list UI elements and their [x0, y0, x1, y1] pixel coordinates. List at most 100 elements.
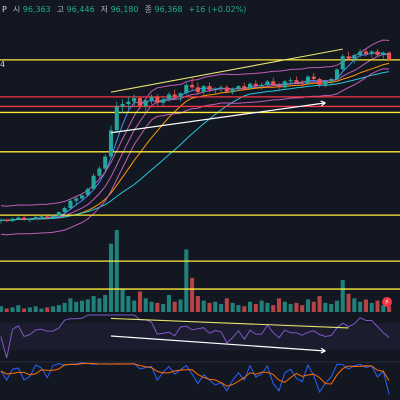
candle-body — [62, 207, 67, 213]
alert-flag-icon[interactable]: ⚡ — [382, 297, 392, 307]
candle-body — [219, 87, 224, 89]
candle-body — [201, 86, 206, 93]
candle-body — [51, 215, 56, 219]
candle — [294, 76, 299, 84]
volume-bar — [253, 304, 258, 312]
volume-bar — [195, 296, 200, 312]
volume-bar — [201, 300, 206, 312]
candle-body — [369, 51, 374, 54]
volume-bar — [172, 301, 177, 312]
high-value: 고 96,446 — [56, 4, 95, 14]
candle-body — [242, 86, 247, 89]
ohlc-header: P 시 96,363 고 96,446 저 96,180 종 96,368 +1… — [0, 0, 400, 18]
volume-bar — [16, 305, 21, 312]
candle — [39, 215, 44, 219]
candle — [340, 53, 345, 71]
volume-bar — [62, 302, 67, 312]
volume-bar — [271, 305, 276, 312]
candle-body — [282, 81, 287, 88]
volume-bar — [387, 306, 392, 312]
candle — [143, 99, 148, 112]
candle — [45, 215, 50, 220]
volume-bar — [120, 289, 125, 312]
candle-body — [126, 101, 131, 105]
candle-body — [363, 51, 368, 54]
volume-bar — [248, 301, 253, 312]
candle-body — [305, 76, 311, 84]
candle-body — [22, 217, 27, 220]
volume-bar — [236, 305, 241, 312]
volume-bar — [230, 302, 235, 312]
ma-long-line — [0, 71, 390, 222]
candle-body — [271, 81, 276, 85]
ma-fast-line — [0, 52, 390, 222]
candle — [62, 206, 67, 213]
candle-body — [39, 216, 44, 218]
candle-body — [346, 56, 351, 59]
candle-body — [137, 98, 142, 107]
volume-bar — [381, 305, 386, 312]
close-value: 종 96,368 — [144, 4, 183, 14]
volume-bar — [39, 308, 44, 312]
candle-body — [45, 216, 50, 219]
candle — [248, 82, 253, 90]
volume-bar — [10, 307, 15, 312]
volume-bar — [103, 294, 108, 312]
volume-bar — [79, 300, 85, 312]
candle-body — [74, 198, 79, 201]
candle — [103, 154, 108, 171]
volume-bar — [91, 296, 96, 312]
candle-body — [33, 216, 38, 220]
candle-body — [166, 94, 171, 100]
volume-bar — [334, 300, 339, 312]
candle — [230, 87, 235, 95]
candle — [74, 197, 79, 205]
candle — [352, 53, 357, 64]
candle — [369, 50, 374, 58]
candle-body — [103, 156, 108, 169]
volume-bar — [358, 301, 363, 312]
volume-bar — [27, 307, 32, 312]
bollinger-upper-line — [0, 39, 390, 207]
divergence-arrow-rsi — [110, 335, 326, 352]
volume-bar — [369, 302, 374, 312]
volume-bar — [352, 298, 357, 312]
volume-bar — [317, 296, 322, 312]
candle — [317, 77, 322, 88]
candle-body — [184, 84, 189, 94]
candle — [27, 218, 32, 223]
candle-body — [114, 106, 119, 131]
volume-bar — [242, 306, 247, 312]
volume-bar — [56, 305, 61, 312]
candle-body — [230, 88, 235, 93]
candle — [114, 101, 119, 133]
volume-bar — [161, 304, 166, 312]
candle-body — [294, 80, 299, 83]
candle — [126, 96, 131, 109]
candle — [259, 82, 264, 90]
volume-bar — [276, 298, 282, 312]
candle — [79, 194, 85, 201]
volume-bar — [68, 298, 73, 312]
candle-body — [155, 96, 160, 103]
candle-body — [300, 82, 305, 84]
volume-bar — [311, 301, 316, 312]
volume-bar — [363, 299, 368, 312]
candle — [166, 92, 171, 102]
candle-body — [91, 175, 96, 189]
candle-body — [317, 78, 322, 85]
candle-body — [79, 195, 85, 199]
candle-body — [120, 104, 125, 107]
volume-bar — [85, 299, 90, 312]
stoch-k-line — [0, 362, 390, 395]
candle-body — [207, 86, 212, 90]
candle — [0, 218, 3, 224]
candle-body — [334, 69, 339, 79]
candle — [132, 94, 137, 107]
symbol-label: P — [2, 4, 7, 14]
candle-body — [236, 86, 241, 89]
candle — [56, 211, 61, 217]
candle — [10, 217, 15, 222]
candle — [120, 99, 125, 114]
